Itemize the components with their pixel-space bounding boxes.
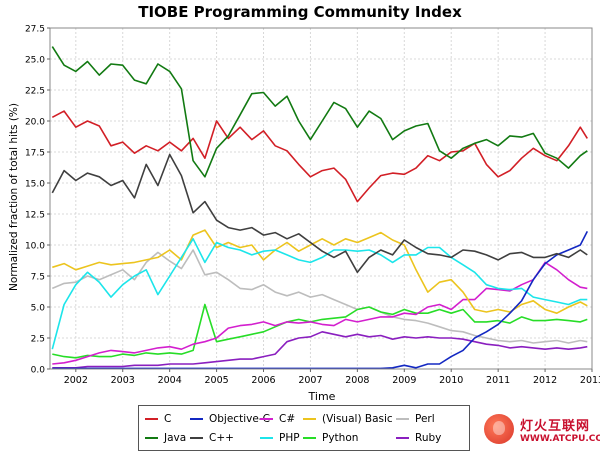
legend-item-java: Java: [145, 430, 186, 446]
legend-label: C#: [279, 413, 296, 425]
grid: [50, 27, 593, 370]
legend: C Objective-C C# (Visual) Basic Perl Java C++ P…: [138, 405, 470, 451]
series-line-visual-basic: [52, 229, 588, 315]
legend-item-csharp: C#: [260, 411, 295, 427]
legend-item-c: C: [145, 411, 171, 427]
legend-swatch: [303, 418, 316, 420]
x-tick-label: 2013: [580, 375, 600, 386]
legend-item-perl: Perl: [396, 411, 435, 427]
legend-item-objective-c: Objective-C: [190, 411, 270, 427]
y-tick-label: 15.0: [25, 180, 45, 190]
legend-label: PHP: [279, 432, 300, 444]
legend-swatch: [396, 437, 409, 439]
legend-item-ruby: Ruby: [396, 430, 441, 446]
x-tick-label: 2012: [533, 375, 557, 386]
series-line-php: [51, 238, 588, 350]
x-tick-label: 2002: [64, 375, 88, 386]
legend-label: (Visual) Basic: [322, 413, 393, 425]
watermark-url: WWW.ATCPU.COM: [520, 434, 600, 444]
series-line-objective-c: [52, 231, 589, 370]
legend-item-python: Python: [303, 430, 358, 446]
series-line-perl: [51, 249, 588, 344]
x-tick-label: 2006: [251, 375, 275, 386]
legend-swatch: [303, 437, 316, 439]
series-line-ruby: [52, 330, 588, 369]
plot-frame: [49, 27, 593, 370]
y-tick-label: 10.0: [25, 242, 45, 252]
x-tick-label: 2009: [392, 375, 416, 386]
x-tick-label: 2003: [111, 375, 135, 386]
chart-title: TIOBE Programming Community Index: [138, 3, 462, 21]
legend-label: C++: [209, 432, 234, 444]
series-line-python: [52, 303, 588, 359]
legend-swatch: [396, 418, 409, 420]
legend-swatch: [260, 437, 273, 439]
y-tick-label: 5.0: [31, 304, 46, 314]
legend-item-cplusplus: C++: [190, 430, 234, 446]
y-tick-label: 27.5: [25, 25, 45, 35]
x-tick-label: 2005: [204, 375, 228, 386]
legend-label: Python: [322, 432, 359, 444]
y-tick-label: 2.5: [31, 335, 45, 345]
legend-item-visual-basic: (Visual) Basic: [303, 411, 393, 427]
x-tick-label: 2011: [486, 375, 510, 386]
x-tick-label: 2007: [298, 375, 322, 386]
legend-label: C: [164, 413, 172, 425]
series-line-cplusplus: [51, 153, 588, 274]
legend-item-php: PHP: [260, 430, 300, 446]
legend-label: Objective-C: [209, 413, 270, 425]
watermark-cn-text: 灯火互联网: [520, 419, 591, 434]
legend-label: Ruby: [415, 432, 442, 444]
legend-label: Java: [164, 432, 187, 444]
x-tick-label: 2004: [158, 375, 182, 386]
x-axis-label: Time: [308, 390, 336, 403]
series-line-c: [51, 110, 588, 203]
y-axis-label: Normalized fraction of total hits (%): [8, 103, 20, 291]
x-tick-label: 2010: [439, 375, 463, 386]
legend-swatch: [145, 418, 158, 420]
y-tick-label: 20.0: [25, 118, 45, 128]
y-tick-label: 7.5: [31, 273, 45, 283]
legend-swatch: [145, 437, 158, 439]
legend-label: Perl: [415, 413, 435, 425]
fire-logo-icon: [484, 414, 514, 444]
legend-swatch: [260, 418, 273, 420]
axis-ticks: 0.0 2.5 5.0 7.5 10.0 12.5 15.0 17.5 20.0 22.5 25.0…: [25, 25, 600, 387]
series-line-java: [51, 46, 588, 178]
watermark: 灯火互联网 WWW.ATCPU.COM: [482, 410, 600, 452]
series-lines: [51, 46, 589, 370]
legend-swatch: [190, 418, 203, 420]
y-tick-label: 0.0: [31, 366, 46, 376]
y-tick-label: 25.0: [25, 56, 45, 66]
y-tick-label: 22.5: [25, 87, 45, 97]
y-tick-label: 17.5: [25, 149, 45, 159]
series-line-csharp: [52, 261, 588, 365]
y-tick-label: 12.5: [25, 211, 45, 221]
legend-swatch: [190, 437, 203, 439]
x-tick-label: 2008: [345, 375, 369, 386]
